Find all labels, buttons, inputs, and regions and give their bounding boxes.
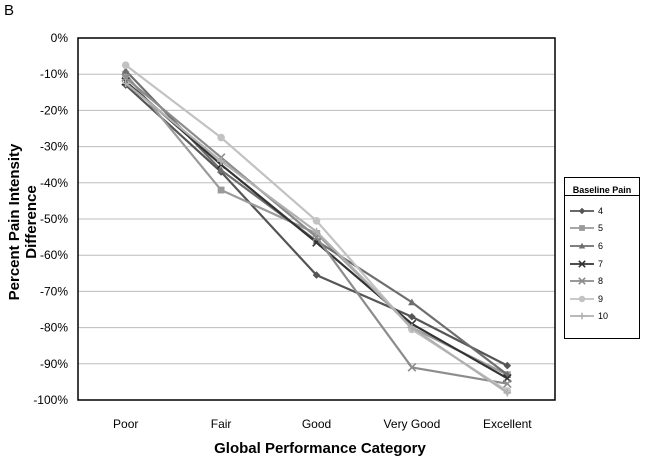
y-tick-label: 0%	[51, 31, 69, 45]
data-point	[578, 242, 586, 249]
data-point	[578, 207, 586, 214]
legend-title: Baseline Pain	[565, 178, 639, 196]
legend-label: 9	[598, 293, 604, 304]
legend-label: 10	[598, 311, 609, 322]
x-tick-label: Good	[302, 417, 331, 431]
data-point	[578, 259, 586, 268]
legend-item: 5	[565, 220, 639, 238]
legend-label: 6	[598, 240, 604, 251]
y-tick-label: -20%	[40, 103, 68, 117]
data-point	[217, 166, 225, 174]
legend-item: 6	[565, 237, 639, 255]
y-tick-label: -50%	[40, 212, 68, 226]
y-tick-label: -30%	[40, 140, 68, 154]
legend-label: 5	[598, 223, 604, 234]
series-10	[121, 79, 512, 397]
legend-swatch	[570, 277, 594, 285]
legend-items: 4 5 6 7 8 9 10	[565, 202, 639, 325]
data-point	[217, 157, 225, 165]
data-point	[122, 70, 130, 78]
legend-swatch	[570, 207, 594, 214]
legend-swatch	[570, 225, 594, 232]
data-point	[408, 312, 416, 321]
legend-item: 4	[565, 202, 639, 220]
legend-item: 8	[565, 272, 639, 290]
y-tick-label: -60%	[40, 248, 68, 262]
y-tick-label: -10%	[40, 67, 68, 81]
data-point	[217, 133, 225, 142]
data-point	[312, 227, 321, 236]
y-tick-label: -100%	[33, 393, 68, 407]
x-tick-label: Very Good	[384, 417, 441, 431]
legend-item: 7	[565, 255, 639, 273]
legend-swatch	[570, 313, 594, 320]
data-point	[503, 388, 512, 397]
y-tick-label: -80%	[40, 321, 68, 335]
legend-swatch	[570, 242, 594, 249]
legend-label: 4	[598, 205, 604, 216]
data-point	[578, 295, 586, 302]
data-point	[121, 79, 130, 88]
data-point	[217, 186, 225, 194]
y-tick-label: -40%	[40, 176, 68, 190]
data-point	[578, 313, 586, 320]
legend-swatch	[570, 259, 594, 268]
data-point	[502, 379, 512, 389]
legend-swatch	[570, 295, 594, 302]
data-point	[407, 363, 417, 372]
data-point	[121, 73, 131, 83]
legend-label: 7	[598, 258, 604, 269]
x-tick-label: Fair	[211, 417, 232, 431]
legend-label: 8	[598, 276, 604, 287]
data-point	[578, 277, 586, 285]
plot-area-frame	[77, 37, 556, 401]
data-point	[408, 298, 416, 306]
data-point	[121, 61, 130, 69]
legend-item: 9	[565, 290, 639, 308]
series-line	[124, 84, 508, 367]
data-point	[312, 217, 321, 225]
panel-label: B	[4, 2, 15, 19]
data-point	[408, 323, 416, 332]
legend: Baseline Pain 4 5 6 7 8 9 10	[564, 177, 640, 339]
y-tick-label: -90%	[40, 357, 68, 371]
data-point	[121, 66, 130, 74]
y-tick-label: -70%	[40, 284, 68, 298]
x-tick-label: Poor	[113, 417, 138, 431]
data-point	[503, 361, 512, 370]
data-point	[312, 271, 321, 279]
x-tick-label: Excellent	[483, 417, 532, 431]
y-axis-title: Percent Pain Intensity Difference	[6, 143, 40, 301]
x-axis-title: Global Performance Category	[214, 440, 426, 457]
data-point	[579, 225, 585, 232]
legend-item: 10	[565, 308, 639, 326]
